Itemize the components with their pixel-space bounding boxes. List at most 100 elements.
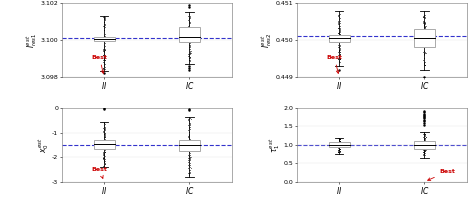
- Point: [186, 55, 193, 58]
- Point: [184, 128, 192, 131]
- Bar: [328, 34, 350, 42]
- Point: [420, 133, 428, 136]
- Point: [336, 142, 343, 145]
- Point: [335, 32, 342, 35]
- Point: [100, 27, 108, 30]
- Point: [335, 20, 342, 24]
- Point: [185, 162, 193, 165]
- Point: [185, 29, 192, 32]
- Point: [335, 27, 343, 30]
- Point: [419, 15, 427, 18]
- Point: [335, 24, 343, 28]
- Point: [100, 20, 108, 24]
- Point: [421, 132, 429, 136]
- Point: [187, 164, 194, 167]
- Point: [101, 157, 109, 161]
- Point: [184, 163, 192, 167]
- Point: [337, 25, 344, 28]
- Point: [336, 31, 344, 34]
- Point: [100, 36, 108, 39]
- Point: [185, 164, 192, 167]
- Point: [420, 57, 428, 60]
- Point: [420, 52, 428, 56]
- Point: [335, 60, 343, 63]
- Point: [420, 140, 428, 144]
- Point: [335, 15, 342, 18]
- Point: [100, 47, 108, 51]
- Bar: [93, 140, 115, 149]
- Point: [101, 134, 109, 137]
- Point: [336, 149, 343, 152]
- Point: [101, 147, 109, 150]
- Point: [335, 146, 342, 150]
- Point: [185, 157, 193, 160]
- Point: [100, 37, 108, 40]
- Point: [337, 140, 344, 144]
- Point: [99, 156, 107, 159]
- Point: [335, 140, 343, 143]
- Point: [100, 50, 108, 53]
- Point: [185, 117, 192, 120]
- Point: [185, 144, 192, 147]
- Point: [186, 51, 193, 54]
- Point: [100, 140, 108, 144]
- Point: [336, 36, 344, 39]
- Point: [184, 54, 192, 57]
- Point: [100, 36, 107, 39]
- Point: [421, 26, 428, 29]
- Point: [101, 142, 109, 146]
- Point: [99, 151, 107, 155]
- Point: [186, 144, 194, 148]
- Point: [100, 50, 108, 53]
- Point: [421, 21, 428, 25]
- Point: [420, 24, 428, 28]
- Point: [185, 136, 192, 140]
- Point: [185, 19, 192, 22]
- Point: [100, 143, 107, 146]
- Point: [100, 67, 107, 70]
- Point: [186, 145, 194, 148]
- Point: [187, 50, 194, 53]
- Point: [100, 159, 108, 163]
- Point: [421, 150, 428, 153]
- Point: [186, 25, 194, 29]
- Point: [185, 27, 193, 30]
- Point: [420, 52, 428, 56]
- Point: [185, 118, 192, 121]
- Point: [101, 53, 109, 57]
- Point: [101, 32, 109, 35]
- Point: [421, 148, 428, 152]
- Point: [335, 137, 343, 140]
- Point: [336, 35, 343, 38]
- Point: [100, 57, 108, 60]
- Point: [185, 156, 192, 160]
- Point: [185, 174, 193, 177]
- Point: [100, 50, 108, 53]
- Point: [100, 65, 108, 68]
- Point: [100, 121, 108, 125]
- Point: [100, 144, 108, 147]
- Point: [184, 52, 192, 55]
- Point: [336, 47, 344, 50]
- Point: [186, 157, 193, 161]
- Point: [186, 39, 193, 43]
- Point: [100, 57, 108, 60]
- Point: [421, 20, 428, 23]
- Point: [419, 153, 427, 157]
- Point: [184, 29, 192, 33]
- Point: [101, 123, 109, 126]
- Point: [336, 138, 343, 141]
- Point: [335, 145, 342, 148]
- Point: [420, 19, 428, 23]
- Point: [185, 28, 192, 32]
- Point: [335, 149, 343, 152]
- Point: [420, 145, 428, 148]
- Point: [100, 146, 108, 150]
- Point: [101, 34, 109, 38]
- Point: [337, 60, 344, 64]
- Point: [186, 37, 193, 40]
- Point: [335, 45, 343, 48]
- Point: [186, 28, 193, 31]
- Point: [336, 22, 343, 25]
- Point: [334, 38, 342, 42]
